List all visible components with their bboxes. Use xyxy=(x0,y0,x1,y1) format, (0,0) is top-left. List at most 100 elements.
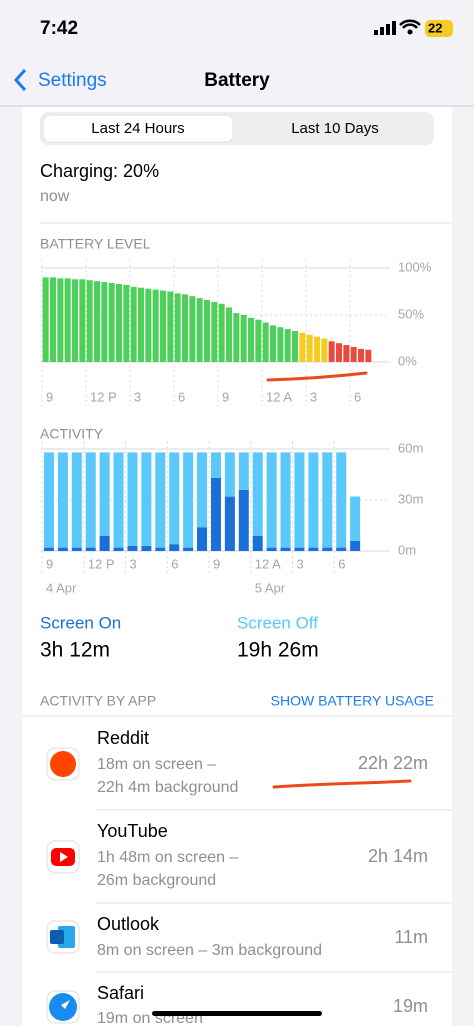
bar xyxy=(203,299,211,362)
app-usage: 19m xyxy=(393,996,428,1016)
segment[interactable]: Last 24 Hours xyxy=(91,120,184,137)
app-name: Safari xyxy=(97,983,144,1003)
bar xyxy=(123,284,130,362)
bar xyxy=(365,349,372,362)
x-tick-label: 6 xyxy=(338,556,345,571)
segment[interactable]: Last 10 Days xyxy=(291,120,379,137)
charging-time: now xyxy=(40,188,70,205)
bar-segment xyxy=(71,452,82,548)
card xyxy=(22,107,452,1026)
x-tick-label: 6 xyxy=(354,389,361,404)
bar-segment xyxy=(350,540,361,551)
bar xyxy=(93,281,101,362)
link[interactable]: SHOW BATTERY USAGE xyxy=(271,693,434,709)
bar xyxy=(247,317,255,362)
x-tick-label: 3 xyxy=(310,389,317,404)
x-tick-label: 3 xyxy=(297,556,304,571)
charging-status: Charging: 20% xyxy=(40,161,159,181)
section-title: ACTIVITY BY APP xyxy=(40,693,156,709)
app-detail: 26m background xyxy=(97,872,216,889)
app-row[interactable]: YouTube 1h 48m on screen – 26m backgroun… xyxy=(46,821,428,889)
clock: 7:42 xyxy=(40,18,78,39)
bar-segment xyxy=(99,452,110,536)
bar-segment xyxy=(238,452,249,490)
bar xyxy=(321,338,328,362)
y-tick-label: 30m xyxy=(398,491,423,506)
bar xyxy=(269,325,277,362)
back-chevron[interactable] xyxy=(13,68,27,92)
bar-segment xyxy=(210,477,221,551)
bar xyxy=(196,298,203,362)
bar-segment xyxy=(127,545,138,551)
bar xyxy=(211,301,218,362)
bar xyxy=(262,322,269,362)
bar-segment xyxy=(43,452,54,548)
app-detail: 1h 48m on screen – xyxy=(97,849,239,866)
bar-segment xyxy=(71,547,82,551)
x-tick-label: 12 P xyxy=(88,556,115,571)
bar-segment xyxy=(169,452,180,545)
bar xyxy=(71,279,79,362)
x-tick-label: 12 A xyxy=(255,556,281,571)
app-icon-shape xyxy=(61,1000,70,1009)
bar xyxy=(240,315,247,362)
bar xyxy=(167,291,174,362)
bar xyxy=(159,290,167,362)
x-tick-label: 3 xyxy=(130,556,137,571)
bar-segment xyxy=(322,452,333,548)
bar-segment xyxy=(141,452,152,546)
bar-segment xyxy=(141,545,152,551)
app-row[interactable]: Reddit 18m on screen – 22h 4m background… xyxy=(46,728,428,796)
bar-segment xyxy=(113,547,124,551)
bar xyxy=(313,336,321,362)
bar-segment xyxy=(224,452,235,497)
status-icons xyxy=(374,19,453,37)
bar xyxy=(108,283,115,362)
bar-segment xyxy=(155,547,166,551)
app-detail: 18m on screen – xyxy=(97,756,216,773)
bar xyxy=(57,278,64,362)
app-row[interactable]: Outlook 8m on screen – 3m background 11m xyxy=(46,914,428,959)
x-tick-label: 12 A xyxy=(266,389,292,404)
bar xyxy=(42,277,49,362)
bar xyxy=(277,327,284,362)
bar-segment xyxy=(294,452,305,548)
bar xyxy=(174,293,181,362)
bar-segment xyxy=(210,452,221,478)
bar xyxy=(115,283,123,362)
bar-segment xyxy=(252,535,263,551)
bar-segment xyxy=(336,452,347,548)
back-button[interactable]: Settings xyxy=(38,70,107,91)
home-indicator xyxy=(152,1011,322,1016)
y-tick-label: 60m xyxy=(398,440,423,455)
y-tick-label: 0m xyxy=(398,542,416,557)
bar xyxy=(335,343,343,362)
bar xyxy=(64,278,71,362)
bar-segment xyxy=(183,452,194,548)
bar xyxy=(255,319,262,362)
x-tick-label: 9 xyxy=(46,556,53,571)
bar-segment xyxy=(183,547,194,551)
bar-segment xyxy=(224,496,235,551)
bar xyxy=(181,294,189,362)
y-tick-label: 0% xyxy=(398,353,417,368)
segment-selected[interactable] xyxy=(42,114,234,143)
battery-pct: 22 xyxy=(428,20,442,35)
legend-label: Screen Off xyxy=(237,613,318,632)
bar-segment xyxy=(85,547,96,551)
nav-title: Battery xyxy=(204,70,270,91)
bar xyxy=(328,341,335,362)
app-row[interactable]: Safari 19m on screen 19m xyxy=(46,983,428,1026)
bar xyxy=(101,282,108,362)
bar-segment xyxy=(113,452,124,548)
bar-segment xyxy=(294,547,305,551)
bar-segment xyxy=(57,547,68,551)
header-bg xyxy=(0,0,474,106)
annotation-stroke xyxy=(272,779,412,789)
legend-label: Screen On xyxy=(40,613,121,632)
app-icon-shape xyxy=(50,751,76,777)
bar-segment xyxy=(308,452,319,548)
bar-segment xyxy=(280,547,291,551)
